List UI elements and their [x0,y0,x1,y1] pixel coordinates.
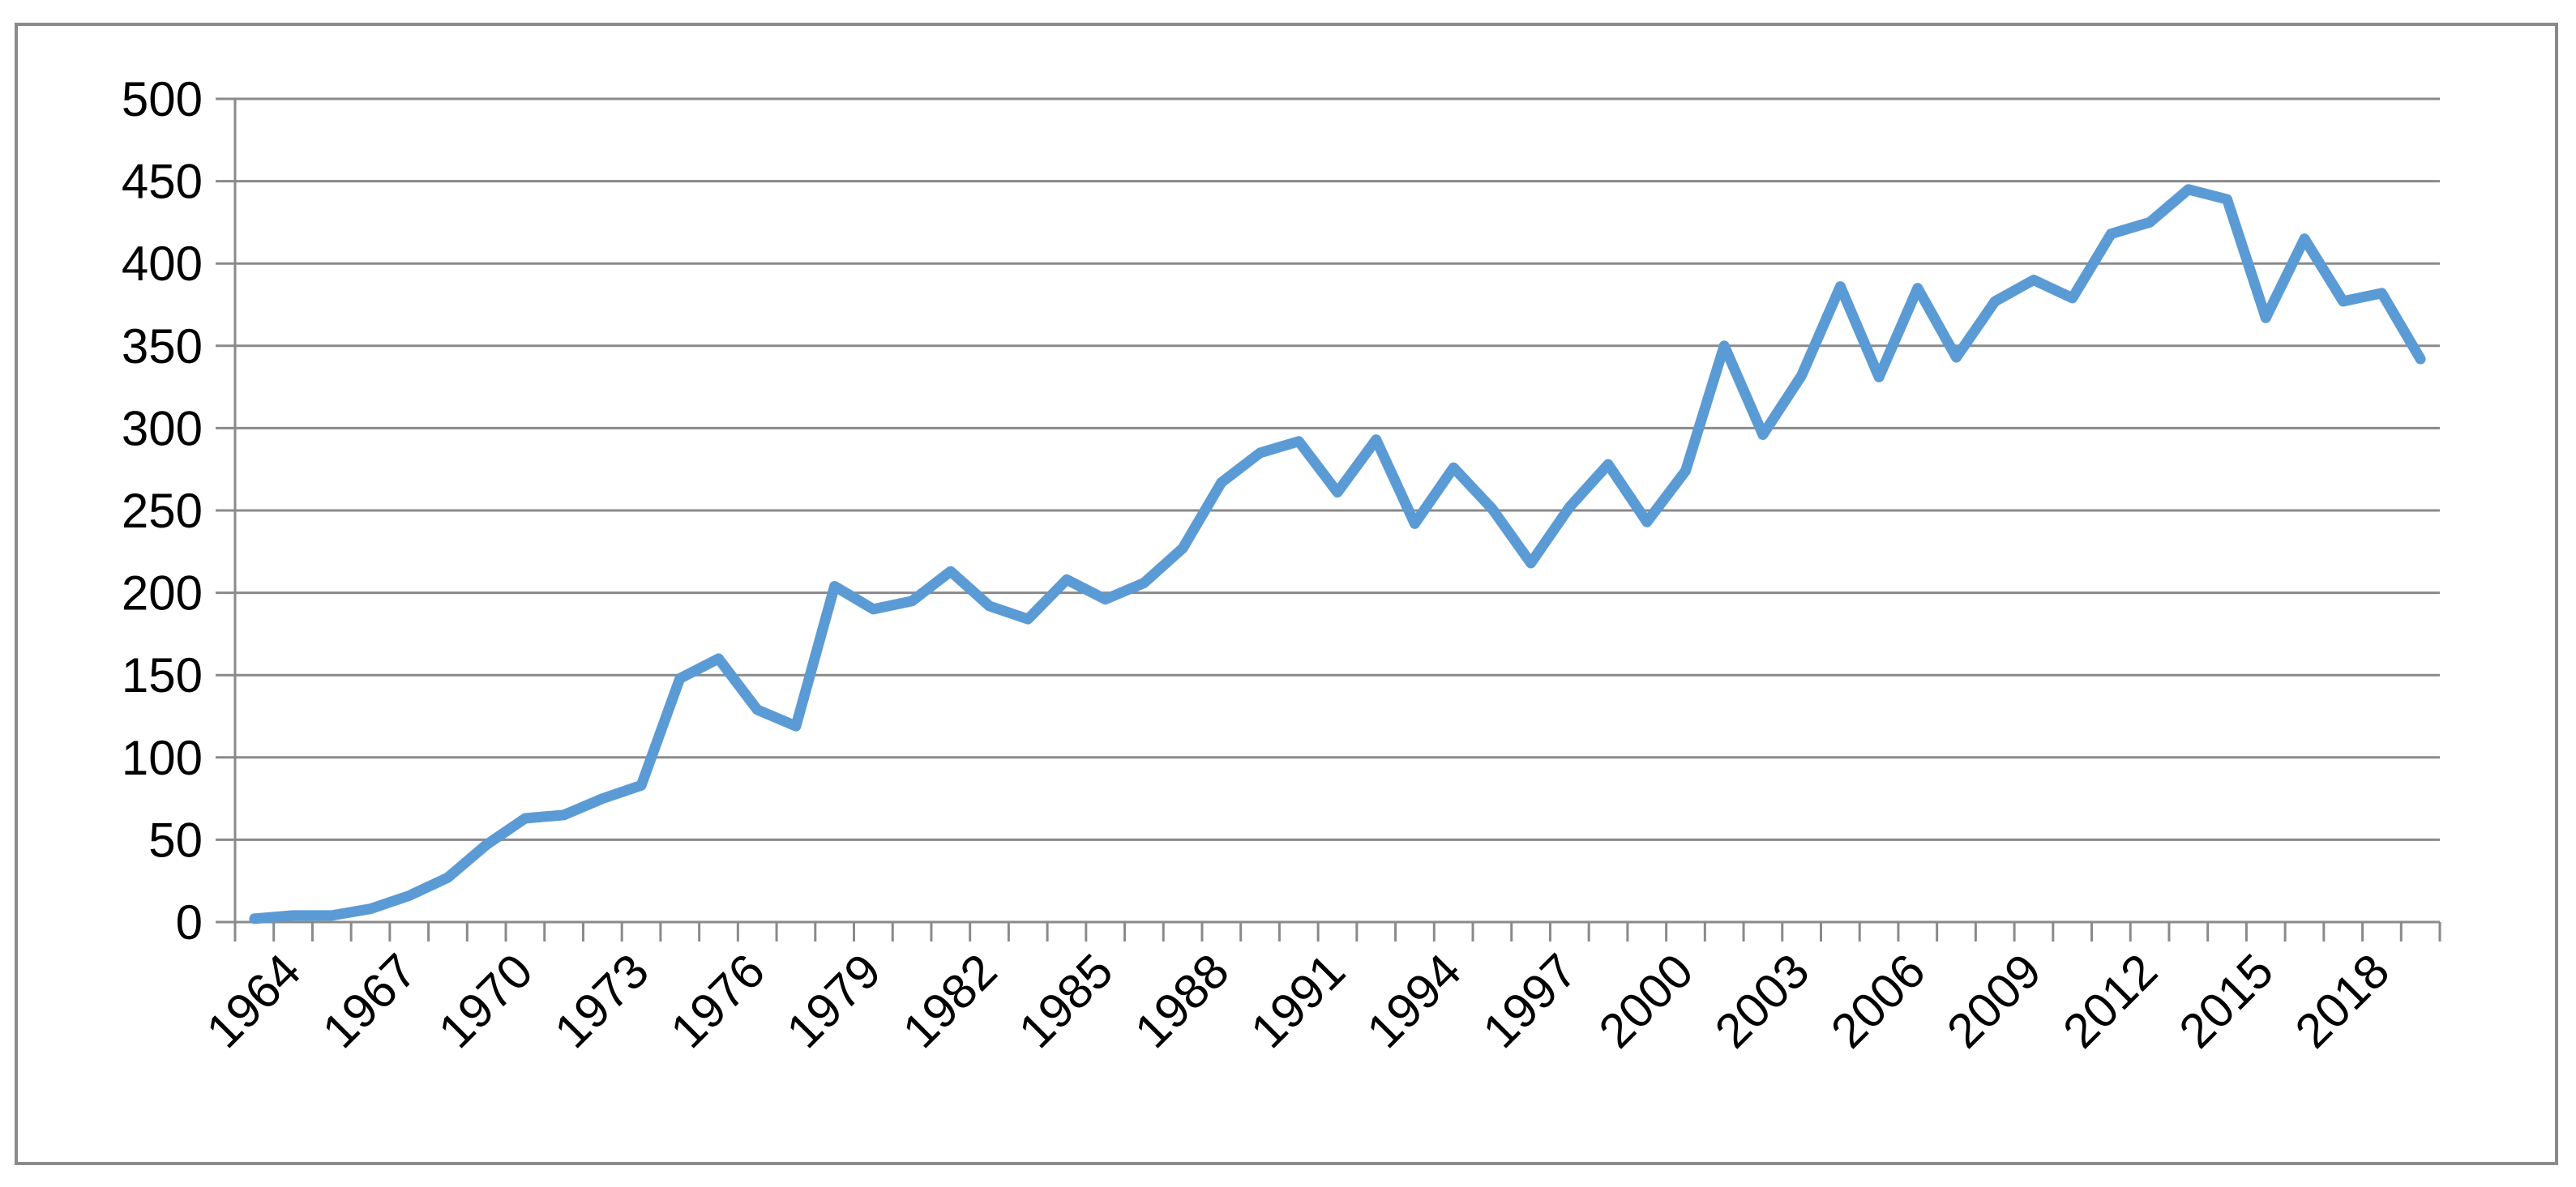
data-point-2009 [1990,297,2000,306]
data-point-2019 [2377,288,2386,298]
data-point-2016 [2261,313,2270,322]
data-point-1979 [830,581,840,591]
y-tick-label-200: 200 [122,566,203,621]
data-point-1991 [1294,437,1303,446]
data-point-1973 [597,794,607,804]
axes [216,97,2441,941]
x-tick-label-1979: 1979 [777,943,892,1058]
data-point-1965 [289,911,298,920]
data-point-2002 [1719,341,1729,351]
data-point-1988 [1178,544,1187,553]
y-axis-tick-labels: 0 50 100 150 200 250 300 350 400 450 500 [122,72,203,950]
x-axis-tick-labels: 1964 1967 1970 1973 1976 1979 1982 1985 1988 1991… [196,943,2400,1058]
data-point-1977 [752,705,762,715]
data-point-2000 [1642,517,1652,527]
data-point-1996 [1487,504,1497,514]
data-point-1998 [1564,502,1574,512]
data-point-1994 [1410,519,1419,528]
data-point-1980 [868,604,878,614]
data-point-2005 [1835,282,1845,292]
data-point-1964 [250,914,259,924]
x-tick-label-2006: 2006 [1821,943,1936,1058]
data-point-1986 [1101,595,1110,604]
data-point-1974 [636,780,646,790]
data-point-1997 [1526,558,1536,568]
data-point-1990 [1256,448,1265,458]
data-point-2013 [2145,217,2155,227]
data-point-1987 [1139,578,1149,587]
data-point-1984 [1023,614,1033,624]
y-tick-label-450: 450 [122,155,203,209]
data-point-1976 [713,654,723,664]
data-point-1967 [366,904,375,914]
x-tick-label-1967: 1967 [312,943,427,1058]
data-point-2020 [2416,354,2425,364]
x-tick-label-2018: 2018 [2285,943,2400,1058]
data-point-1969 [443,873,452,882]
x-tick-label-1988: 1988 [1124,943,1239,1058]
data-point-2004 [1797,370,1807,380]
y-tick-label-50: 50 [148,813,203,867]
data-point-1992 [1333,488,1342,497]
x-tick-label-1991: 1991 [1240,943,1355,1058]
data-point-1975 [675,673,685,683]
data-point-1970 [481,839,491,849]
y-tick-label-500: 500 [122,72,203,126]
data-point-2003 [1758,430,1768,440]
data-point-1999 [1603,459,1613,469]
data-point-1995 [1448,463,1458,472]
series-line [249,184,2426,924]
y-tick-label-400: 400 [122,237,203,291]
data-point-1983 [985,601,995,611]
data-point-1989 [1217,477,1226,487]
data-point-2017 [2300,234,2309,244]
data-point-1982 [946,566,956,576]
x-tick-label-1982: 1982 [892,943,1008,1058]
series-layer [249,184,2426,924]
y-tick-label-300: 300 [122,401,203,455]
x-tick-label-1976: 1976 [660,943,775,1058]
data-point-2014 [2184,185,2193,194]
data-point-2012 [2106,229,2116,239]
data-point-1966 [327,911,336,920]
y-tick-label-100: 100 [122,731,203,785]
data-point-1985 [1062,574,1072,584]
gridlines [235,97,2440,841]
x-tick-label-1994: 1994 [1356,943,1471,1058]
x-tick-label-1985: 1985 [1008,943,1123,1058]
data-point-1981 [907,596,917,606]
x-tick-label-2000: 2000 [1589,943,1704,1058]
data-point-2011 [2068,293,2077,303]
y-tick-label-0: 0 [176,895,203,950]
data-point-2018 [2339,297,2348,306]
x-tick-label-1964: 1964 [196,943,311,1058]
data-point-2007 [1913,284,1923,293]
x-tick-label-2003: 2003 [1705,943,1820,1058]
x-tick-label-1997: 1997 [1473,943,1588,1058]
data-point-2010 [2029,275,2039,285]
x-tick-label-2009: 2009 [1936,943,2052,1058]
data-point-1978 [791,721,801,731]
data-point-1971 [520,813,530,823]
data-point-1968 [404,890,414,900]
x-tick-label-1970: 1970 [428,943,543,1058]
data-point-2015 [2223,194,2232,204]
y-tick-label-150: 150 [122,648,203,702]
data-point-2006 [1874,372,1884,382]
data-point-1993 [1371,435,1381,445]
x-tick-label-1973: 1973 [544,943,659,1058]
y-tick-label-350: 350 [122,319,203,374]
data-point-2008 [1952,352,1962,362]
x-tick-label-2015: 2015 [2169,943,2284,1058]
y-tick-label-250: 250 [122,484,203,538]
data-point-2001 [1680,466,1690,476]
x-tick-label-2012: 2012 [2052,943,2167,1058]
data-point-1972 [559,810,569,820]
